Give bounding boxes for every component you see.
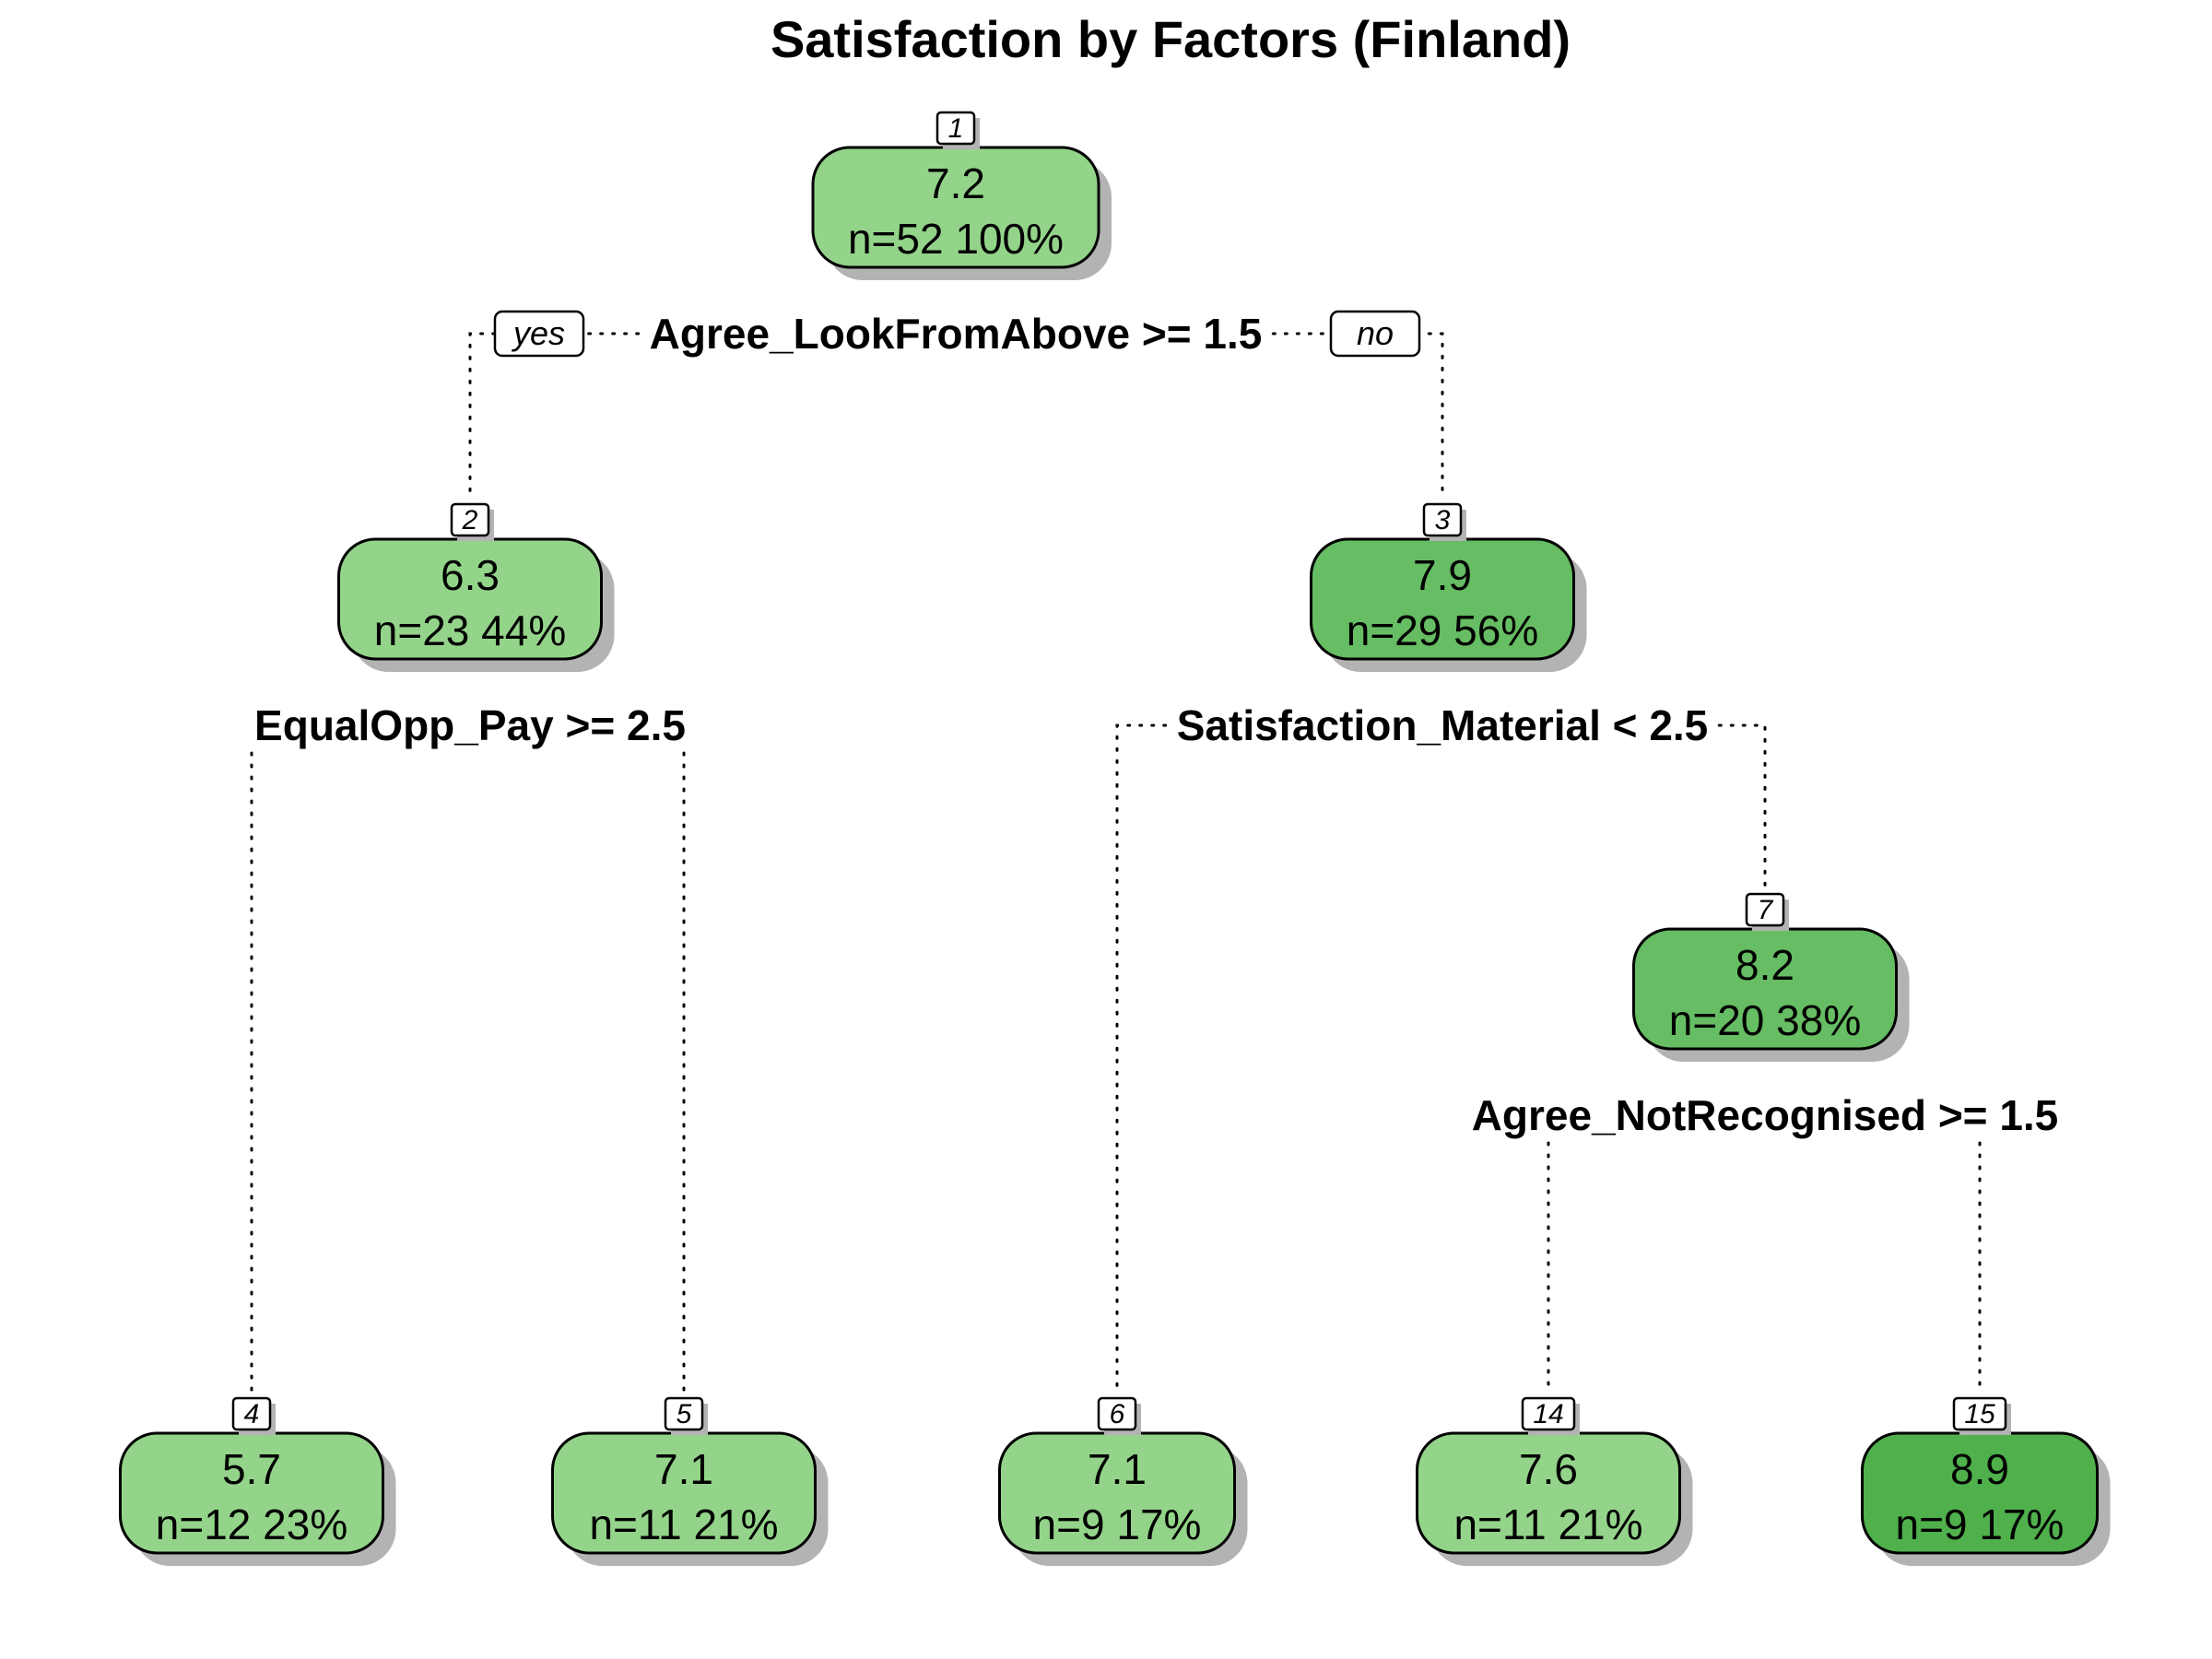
branch-label-no: no bbox=[1329, 310, 1421, 358]
node-value: 8.9 bbox=[1950, 1445, 2009, 1493]
node-number: 1 bbox=[948, 113, 964, 144]
edges-layer bbox=[250, 332, 1982, 1394]
diagram-title: Satisfaction by Factors (Finland) bbox=[771, 10, 1571, 68]
node-stats: n=11 21% bbox=[589, 1500, 778, 1548]
tree-node-6: 7.1 n=9 17% 6 bbox=[998, 1396, 1248, 1566]
node-stats: n=23 44% bbox=[374, 606, 566, 654]
branch-label-text: yes bbox=[511, 314, 565, 352]
node-number-box bbox=[1422, 502, 1463, 537]
node-value: 7.1 bbox=[654, 1445, 713, 1493]
node-number-box bbox=[1097, 1396, 1137, 1431]
split-rule: Agree_NotRecognised >= 1.5 bbox=[1472, 1091, 2059, 1139]
edge-3-7 bbox=[1717, 724, 1767, 890]
node-stats: n=9 17% bbox=[1033, 1500, 1202, 1548]
node-stats: n=29 56% bbox=[1347, 606, 1538, 654]
node-value: 8.2 bbox=[1735, 941, 1794, 989]
node-value: 7.9 bbox=[1413, 551, 1472, 599]
branch-label-text: no bbox=[1357, 314, 1394, 352]
node-number-box bbox=[231, 1396, 272, 1431]
node-stats: n=11 21% bbox=[1453, 1500, 1642, 1548]
edge-1-3 bbox=[1271, 332, 1444, 500]
split-rule: EqualOpp_Pay >= 2.5 bbox=[254, 701, 686, 749]
node-value: 6.3 bbox=[441, 551, 500, 599]
tree-node-1: 7.2 n=52 100% 1 Agree_LookFromAbove >= 1.5 bbox=[650, 111, 1263, 358]
node-number: 5 bbox=[677, 1399, 692, 1430]
tree-node-15: 8.9 n=9 17% 15 bbox=[1861, 1396, 2111, 1566]
branch-label-box bbox=[1329, 310, 1421, 358]
tree-node-4: 5.7 n=12 23% 4 bbox=[119, 1396, 396, 1566]
node-number-box bbox=[450, 502, 490, 537]
node-number-box bbox=[1952, 1396, 2007, 1431]
branch-label-yes: yes bbox=[493, 310, 585, 358]
tree-node-2: 6.3 n=23 44% 2 EqualOpp_Pay >= 2.5 bbox=[254, 502, 686, 749]
node-number-box bbox=[664, 1396, 704, 1431]
tree-node-5: 7.1 n=11 21% 5 bbox=[551, 1396, 829, 1566]
node-number: 2 bbox=[462, 505, 478, 535]
node-number-box bbox=[1745, 892, 1785, 927]
tree-node-7: 8.2 n=20 38% 7 Agree_NotRecognised >= 1.5 bbox=[1472, 892, 2059, 1139]
node-stats: n=9 17% bbox=[1896, 1500, 2065, 1548]
node-number: 14 bbox=[1533, 1399, 1563, 1430]
edge-1-2 bbox=[468, 332, 641, 500]
node-stats: n=20 38% bbox=[1669, 996, 1861, 1044]
branch-label-box bbox=[493, 310, 585, 358]
node-value: 5.7 bbox=[222, 1445, 281, 1493]
edge-3-6 bbox=[1115, 724, 1168, 1394]
node-stats: n=52 100% bbox=[848, 215, 1064, 263]
tree-node-14: 7.6 n=11 21% 14 bbox=[1416, 1396, 1693, 1566]
node-number: 4 bbox=[244, 1399, 260, 1430]
node-number-box bbox=[935, 111, 976, 146]
tree-node-3: 7.9 n=29 56% 3 Satisfaction_Material < 2.5 bbox=[1177, 502, 1709, 749]
node-number-box bbox=[1521, 1396, 1576, 1431]
node-number: 15 bbox=[1964, 1399, 1995, 1430]
node-number: 7 bbox=[1758, 895, 1774, 925]
node-value: 7.6 bbox=[1519, 1445, 1578, 1493]
node-number: 3 bbox=[1435, 505, 1451, 535]
split-rule: Satisfaction_Material < 2.5 bbox=[1177, 701, 1709, 749]
nodes-layer: 7.2 n=52 100% 1 Agree_LookFromAbove >= 1.5 6… bbox=[119, 111, 2111, 1566]
node-value: 7.1 bbox=[1088, 1445, 1147, 1493]
node-stats: n=12 23% bbox=[156, 1500, 347, 1548]
node-number: 6 bbox=[1110, 1399, 1125, 1430]
node-value: 7.2 bbox=[926, 159, 985, 207]
split-rule: Agree_LookFromAbove >= 1.5 bbox=[650, 310, 1263, 358]
